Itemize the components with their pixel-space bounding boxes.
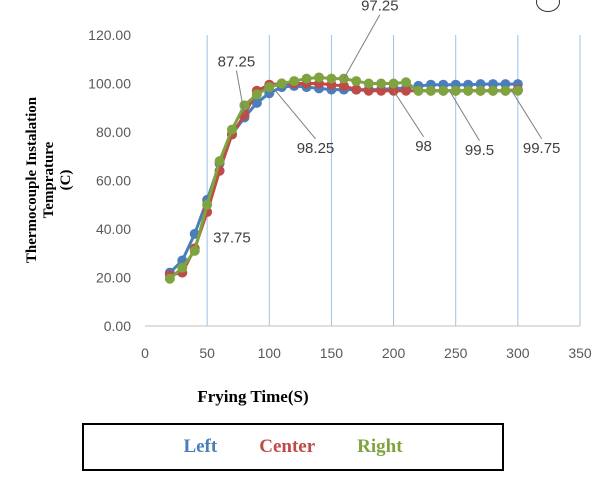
data-point [264,82,275,93]
data-point [251,97,262,108]
data-point [351,76,362,87]
data-point [326,73,337,84]
data-point [488,85,498,96]
x-tick-labels: 0 50 100 150 200 250 300 350 [141,345,592,361]
annotations: 37.75 87.25 98.25 97.25 98 99.5 99.75 [213,0,560,246]
data-point [413,85,424,96]
annotation-leader [511,90,543,140]
data-point [388,78,399,89]
y-tick-labels: 0.00 20.00 40.00 60.00 80.00 100.00 120.00 [88,27,131,334]
annotation-leader [343,14,381,79]
data-point [177,262,188,273]
y-tick-label: 120.00 [88,27,131,43]
y-tick-label: 40.00 [96,221,131,237]
series-line [168,75,518,280]
data-label: 99.75 [523,140,561,157]
data-point [512,85,523,96]
data-label: 87.25 [218,53,256,70]
data-point [276,78,287,89]
data-point [363,78,374,89]
x-axis-label: Frying Time(S) [197,387,308,406]
data-point [363,85,374,96]
x-tick-label: 100 [258,345,282,361]
data-point [189,245,200,256]
series-lines [164,72,523,284]
annotation-leader [235,70,245,115]
data-point [463,85,474,96]
data-point [314,72,324,83]
annotation-leader [449,90,480,142]
y-tick-label: 100.00 [88,76,131,92]
data-point [425,85,436,96]
data-label: 97.25 [361,0,399,15]
y-tick-label: 60.00 [96,173,131,189]
data-label: 37.75 [213,229,251,246]
data-label: 98 [415,138,432,155]
data-point [289,76,300,87]
data-point [475,85,486,96]
data-point [351,84,362,95]
data-point [164,273,175,284]
annotation-leader [275,90,316,140]
data-point [401,77,411,88]
line-chart: 0.00 20.00 40.00 60.00 80.00 100.00 120.00 0 50… [24,0,592,406]
x-tick-label: 0 [141,345,149,361]
y-axis-label-line: Thermocouple Instalation [24,96,40,263]
data-point [376,78,387,89]
y-axis-label-line: (C) [58,170,74,191]
data-point [450,85,461,96]
data-point [338,80,349,91]
data-point [301,73,312,84]
x-tick-label: 50 [199,345,215,361]
legend-item-center: Center [259,436,316,457]
data-point [401,85,411,96]
data-label: 99.5 [465,142,494,159]
x-tick-label: 300 [506,345,530,361]
data-point [500,85,511,96]
data-point [376,85,387,96]
y-tick-label: 0.00 [104,318,131,334]
legend: Left Center Right [82,423,504,471]
y-tick-label: 20.00 [96,270,131,286]
data-point [251,89,262,100]
x-tick-label: 350 [568,345,592,361]
x-tick-label: 250 [444,345,468,361]
y-tick-label: 80.00 [96,124,131,140]
y-axis-label-line: Temprature [41,141,57,218]
annotation-leader [393,90,424,138]
legend-item-right: Right [357,436,403,457]
data-point [202,199,213,210]
data-label: 98.25 [297,140,335,157]
x-tick-label: 150 [320,345,344,361]
data-point [438,85,449,96]
data-point [214,156,225,167]
legend-item-left: Left [183,436,218,457]
y-axis-label: Thermocouple InstalationTemprature(C) [24,96,74,263]
data-point [239,100,250,111]
data-point [227,124,237,135]
series-center [164,78,523,281]
x-tick-label: 200 [382,345,406,361]
